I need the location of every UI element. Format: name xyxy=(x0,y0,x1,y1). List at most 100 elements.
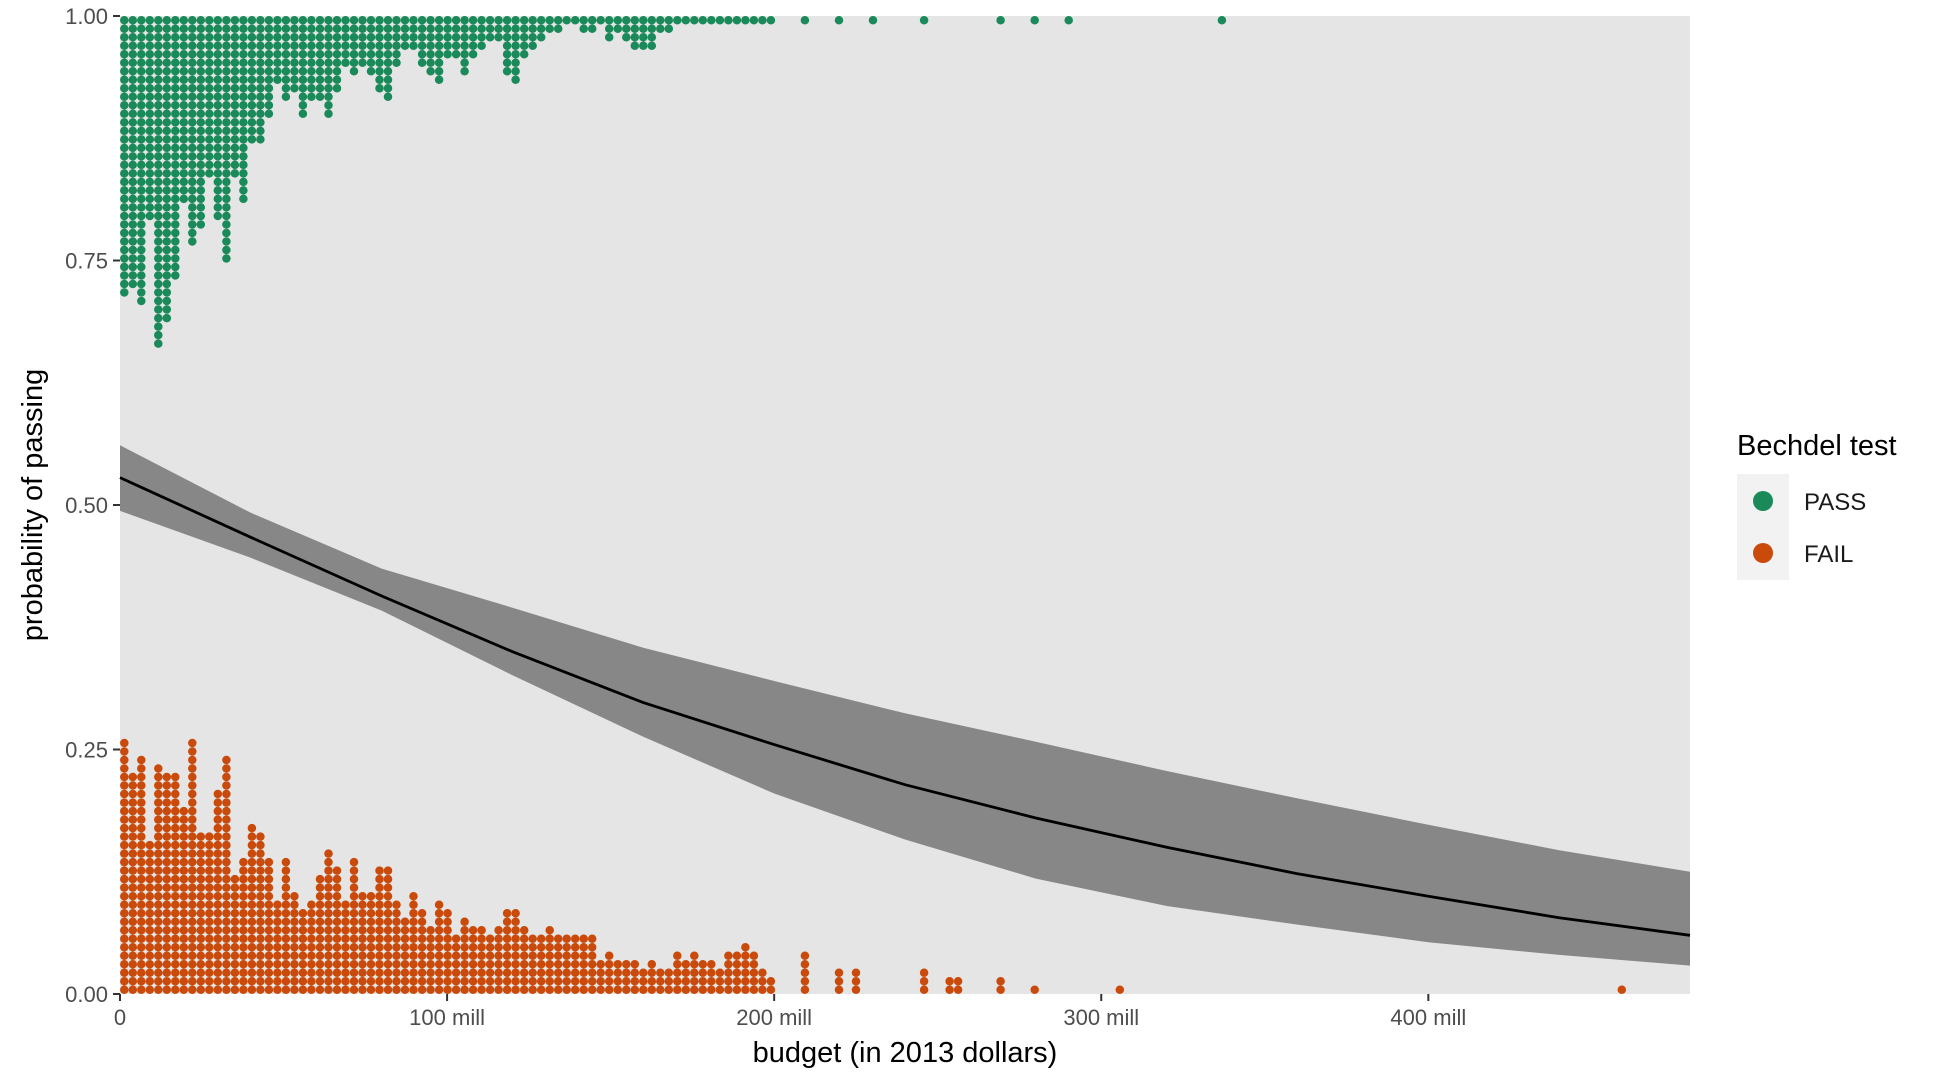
dot-fail xyxy=(375,874,384,884)
dot-pass xyxy=(128,194,138,204)
x-tick-label: 0 xyxy=(114,1005,126,1030)
dot-pass xyxy=(162,313,172,323)
dot-fail xyxy=(366,976,376,986)
dot-pass xyxy=(145,160,155,170)
dot-fail xyxy=(264,985,274,994)
dot-fail xyxy=(570,942,580,952)
dot-pass xyxy=(230,160,240,170)
dot-pass xyxy=(426,67,435,76)
dot-fail xyxy=(222,764,231,773)
dot-pass xyxy=(758,16,767,25)
dot-fail xyxy=(145,908,155,918)
dot-fail xyxy=(188,976,197,986)
dot-pass xyxy=(613,24,623,34)
dot-pass xyxy=(315,84,325,93)
dot-fail xyxy=(222,781,231,790)
dot-fail xyxy=(366,891,376,901)
dot-fail xyxy=(230,942,240,952)
dot-fail xyxy=(154,874,163,884)
dot-pass xyxy=(222,220,231,229)
dot-fail xyxy=(596,976,605,986)
dot-fail xyxy=(383,968,393,977)
dot-fail xyxy=(443,968,452,977)
dot-fail xyxy=(230,968,240,977)
dot-pass xyxy=(511,75,520,85)
dot-fail xyxy=(171,985,180,994)
dot-fail xyxy=(400,925,410,935)
dot-pass xyxy=(315,33,325,42)
dot-fail xyxy=(587,976,597,986)
dot-fail xyxy=(375,951,384,960)
dot-pass xyxy=(171,75,180,85)
dot-pass xyxy=(443,41,452,51)
dot-pass xyxy=(417,58,427,68)
dot-pass xyxy=(120,288,129,297)
dot-fail xyxy=(188,781,197,790)
dot-fail xyxy=(120,976,129,986)
dot-fail xyxy=(426,985,435,994)
dot-fail xyxy=(179,874,189,884)
dot-fail xyxy=(230,934,240,943)
dot-fail xyxy=(281,934,291,943)
dot-pass xyxy=(409,16,418,25)
dot-fail xyxy=(502,908,512,918)
dot-pass xyxy=(426,24,435,34)
dot-pass xyxy=(239,50,248,59)
dot-pass xyxy=(137,118,146,127)
dot-pass xyxy=(996,16,1005,25)
dot-fail xyxy=(128,959,138,969)
dot-pass xyxy=(230,58,240,68)
dot-pass xyxy=(162,279,172,289)
dot-fail xyxy=(468,951,478,960)
dot-fail xyxy=(213,823,223,833)
dot-pass xyxy=(519,33,529,42)
dot-fail xyxy=(171,925,180,935)
dot-pass xyxy=(145,109,155,119)
dot-fail xyxy=(307,925,316,935)
dot-pass xyxy=(154,24,163,34)
dot-pass xyxy=(264,24,274,34)
dot-pass xyxy=(256,24,265,34)
dot-pass xyxy=(868,16,878,25)
dot-fail xyxy=(562,934,571,943)
dot-pass xyxy=(383,58,393,68)
dot-fail xyxy=(128,874,138,884)
dot-fail xyxy=(162,917,172,926)
dot-pass xyxy=(128,262,138,272)
y-tick-label: 0.50 xyxy=(65,493,108,518)
dot-fail xyxy=(732,968,742,977)
legend-key-fail xyxy=(1753,543,1773,563)
dot-fail xyxy=(417,951,427,960)
dot-fail xyxy=(137,832,146,841)
dot-pass xyxy=(264,50,274,59)
dot-pass xyxy=(196,16,206,25)
dot-pass xyxy=(656,16,665,25)
dot-fail xyxy=(256,840,265,850)
dot-pass xyxy=(451,41,461,51)
dot-fail xyxy=(222,806,231,816)
dot-pass xyxy=(179,126,189,136)
dot-fail xyxy=(171,806,180,816)
dot-fail xyxy=(630,985,640,994)
dot-pass xyxy=(171,33,180,42)
dot-fail xyxy=(290,959,299,969)
dot-pass xyxy=(128,33,138,42)
dot-pass xyxy=(451,33,461,42)
dot-fail xyxy=(349,934,359,943)
dot-fail xyxy=(460,917,469,926)
dot-pass xyxy=(426,50,435,59)
dot-pass xyxy=(120,254,129,263)
dot-pass xyxy=(128,16,138,25)
dot-pass xyxy=(417,33,427,42)
dot-fail xyxy=(366,908,376,918)
dot-fail xyxy=(264,976,274,986)
dot-fail xyxy=(239,925,248,935)
dot-pass xyxy=(222,16,231,25)
dot-pass xyxy=(188,220,197,229)
dot-pass xyxy=(664,24,674,34)
dot-fail xyxy=(145,866,155,875)
dot-fail xyxy=(349,908,359,918)
dot-fail xyxy=(545,985,554,994)
dot-series-fail xyxy=(120,738,1627,994)
dot-pass xyxy=(647,33,657,42)
